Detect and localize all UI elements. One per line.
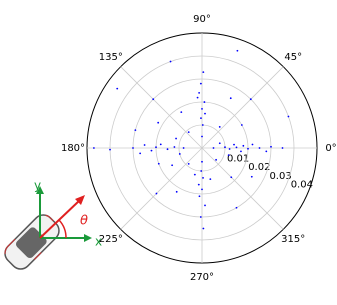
- point: [202, 176, 204, 179]
- angle-tick-label: 225°: [99, 234, 123, 245]
- radial-tick-label: 0.03: [269, 171, 291, 182]
- point: [157, 121, 160, 124]
- angle-tick-label: 135°: [99, 52, 123, 63]
- point: [218, 125, 221, 128]
- point: [287, 115, 290, 118]
- angle-tick-label: 270°: [190, 272, 214, 283]
- point: [93, 147, 95, 149]
- point: [139, 152, 142, 155]
- point: [180, 111, 183, 114]
- point: [258, 147, 261, 149]
- point: [242, 144, 245, 147]
- x-label: x: [95, 235, 102, 249]
- point: [201, 160, 203, 163]
- point: [182, 147, 185, 149]
- angle-tick-label: 0°: [325, 143, 336, 154]
- point: [204, 204, 206, 207]
- point: [116, 87, 119, 90]
- point: [228, 148, 231, 150]
- point: [236, 49, 239, 52]
- point: [157, 162, 160, 165]
- angle-grid: [120, 147, 203, 230]
- point: [204, 112, 206, 115]
- point: [250, 175, 253, 178]
- point: [159, 143, 162, 146]
- point: [201, 135, 203, 138]
- radial-tick-label: 0.02: [248, 162, 270, 173]
- angle-tick-label: 45°: [284, 52, 302, 63]
- point: [203, 101, 206, 103]
- radial-tick-label: 0.04: [291, 180, 313, 191]
- point: [200, 170, 203, 172]
- point: [251, 143, 254, 146]
- point: [233, 143, 235, 146]
- angle-tick-label: 315°: [281, 234, 305, 245]
- point: [215, 158, 217, 161]
- point: [187, 131, 190, 134]
- angle-tick-label: 90°: [193, 14, 211, 25]
- point: [197, 183, 200, 186]
- point: [212, 147, 215, 149]
- point: [209, 178, 212, 181]
- radial-tick-label: 0.01: [227, 153, 249, 164]
- point: [240, 124, 243, 126]
- point: [166, 148, 169, 151]
- point: [201, 188, 203, 191]
- point: [155, 192, 158, 195]
- point: [169, 60, 172, 63]
- point: [199, 216, 202, 218]
- point: [175, 190, 178, 193]
- car-inset: y x θ: [4, 179, 102, 270]
- point: [175, 137, 177, 140]
- point: [202, 71, 205, 74]
- angle-tick-label: 180°: [61, 143, 85, 154]
- point: [196, 96, 199, 99]
- point: [201, 124, 204, 126]
- point: [198, 91, 201, 94]
- point: [199, 82, 202, 85]
- point: [178, 153, 181, 155]
- point: [109, 148, 111, 151]
- point: [224, 146, 226, 149]
- point: [227, 154, 230, 157]
- point: [240, 150, 242, 153]
- point: [143, 144, 146, 146]
- point: [200, 117, 202, 120]
- point: [193, 173, 196, 176]
- point: [202, 227, 205, 230]
- point: [173, 146, 176, 148]
- y-label: y: [34, 179, 41, 193]
- point: [155, 146, 157, 149]
- car: [4, 214, 60, 270]
- angle-label: θ: [80, 214, 88, 229]
- point: [152, 98, 155, 101]
- angle-grid: [201, 147, 284, 230]
- point: [134, 129, 137, 132]
- point: [235, 206, 238, 209]
- point: [201, 108, 203, 110]
- point: [235, 146, 238, 149]
- radial-grid: [109, 55, 295, 241]
- point: [171, 164, 174, 167]
- point: [270, 145, 272, 148]
- point: [132, 147, 134, 149]
- point: [265, 150, 268, 153]
- point: [198, 195, 201, 198]
- point: [187, 162, 190, 165]
- point: [229, 97, 232, 100]
- point: [150, 149, 153, 152]
- angle-grid: [201, 66, 284, 149]
- point: [281, 147, 284, 149]
- point: [247, 147, 249, 150]
- point: [249, 98, 252, 101]
- angle-grid: [120, 66, 203, 149]
- point: [230, 176, 233, 179]
- point: [218, 142, 221, 145]
